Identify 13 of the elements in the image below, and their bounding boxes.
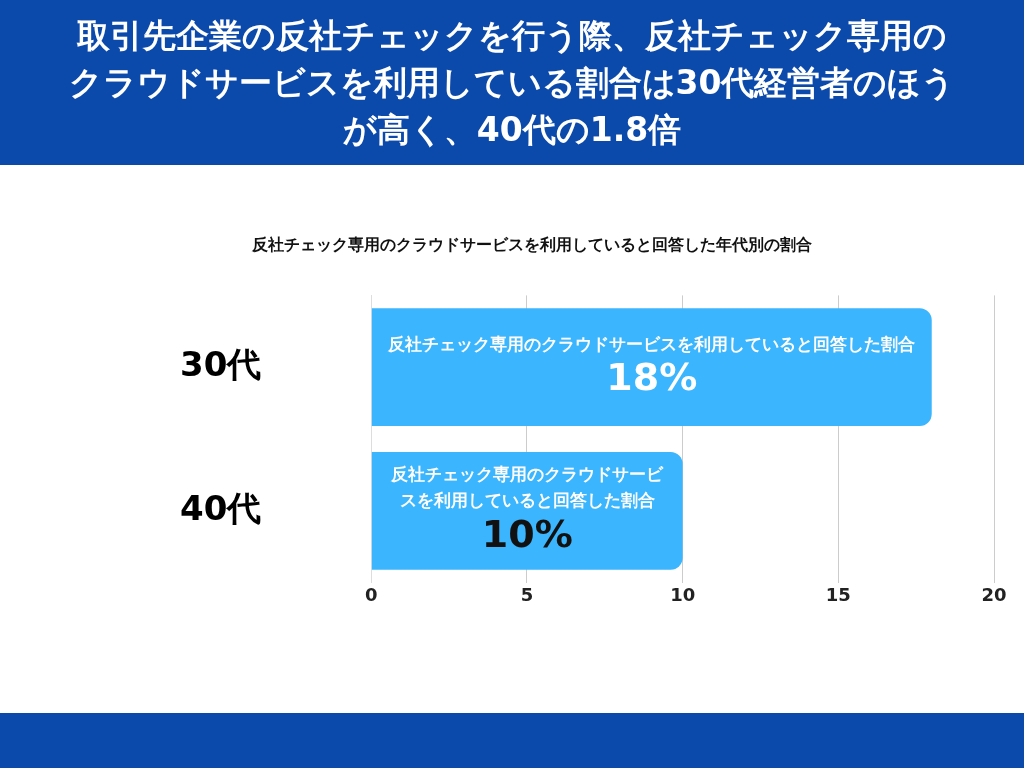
data-label: 18% <box>606 355 698 400</box>
y-tick-label: 30代 <box>179 344 262 385</box>
data-label: 10% <box>481 511 573 556</box>
y-tick-label: 40代 <box>179 487 262 528</box>
x-tick-label: 10 <box>670 584 696 606</box>
chart-subtitle: 反社チェック専用のクラウドサービスを利用していると回答した年代別の割合 <box>251 234 812 254</box>
x-tick-label: 0 <box>365 584 378 606</box>
series-label: 反社チェック専用のクラウドサービスを利用していると回答した割合 <box>390 464 665 511</box>
text: 反社チェック専用のクラウドサービスを利用していると回答した割合 <box>388 333 916 354</box>
chart-title: 取引先企業の反社チェックを行う際、反社チェック専用のクラウドサービスを利用している割合は30代経営者のほうが高く、40代の1.8倍 <box>67 15 957 151</box>
x-tick-label: 20 <box>981 584 1007 606</box>
x-tick-label: 15 <box>825 584 851 606</box>
x-tick-label: 5 <box>520 584 534 606</box>
